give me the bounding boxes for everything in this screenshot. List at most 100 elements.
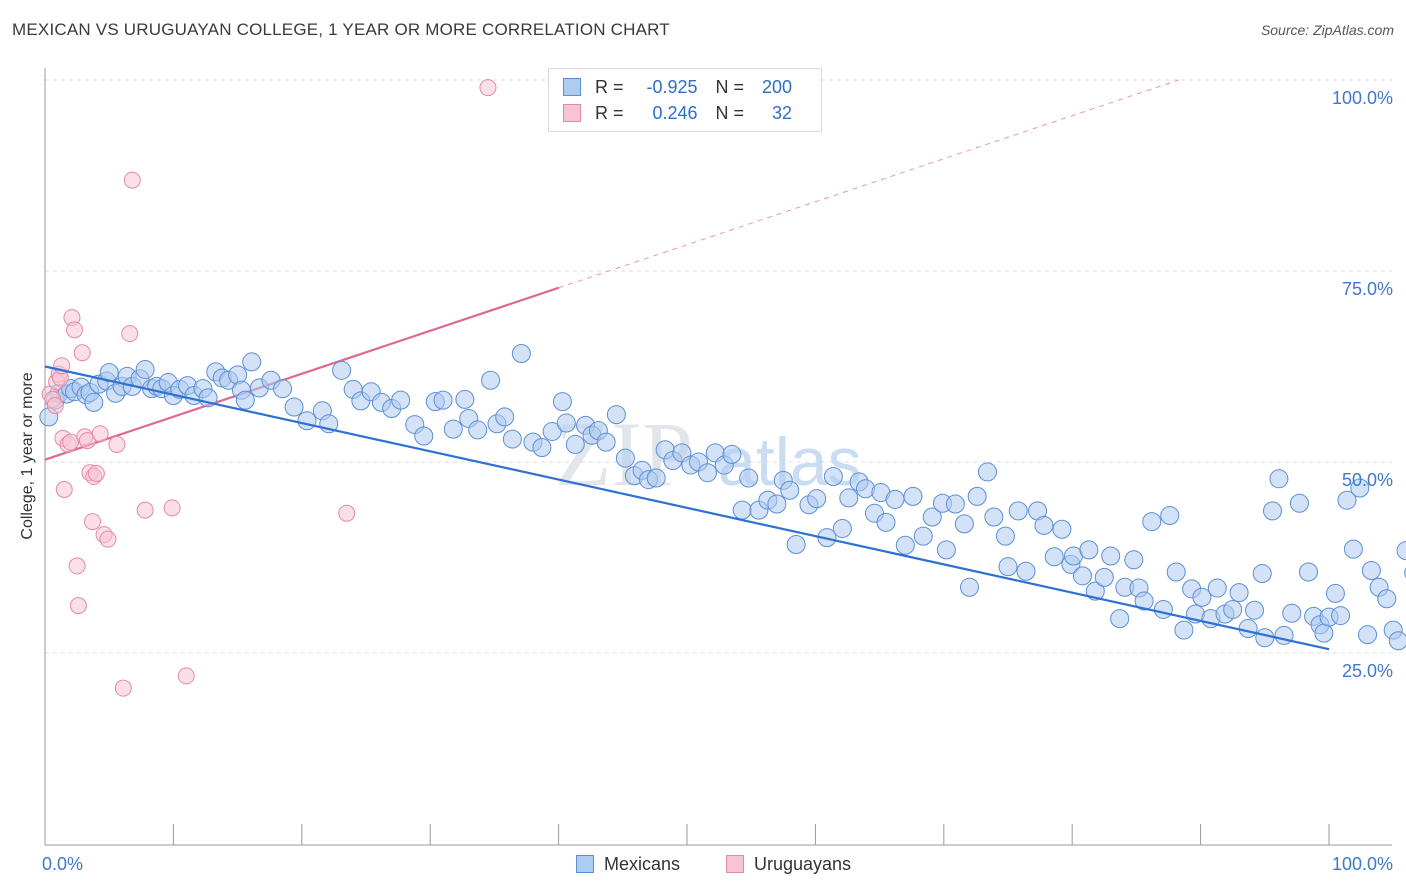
data-point [1388, 631, 1406, 651]
data-point [235, 390, 255, 410]
data-point [807, 489, 827, 509]
data-point [1245, 600, 1265, 620]
data-point [55, 481, 73, 499]
data-point [1034, 515, 1054, 535]
data-point [91, 425, 109, 443]
data-point [1124, 550, 1144, 570]
axes [44, 68, 1392, 846]
data-point [62, 433, 80, 451]
mexicans-points [39, 344, 1406, 651]
data-point [177, 667, 195, 685]
data-point [284, 397, 304, 417]
data-point [895, 535, 915, 555]
data-point [443, 419, 463, 439]
data-point [108, 435, 126, 453]
gridlines [45, 79, 1392, 654]
data-point [1072, 566, 1092, 586]
data-point [414, 426, 434, 446]
data-point [163, 499, 181, 517]
legend-n-value: 32 [772, 102, 793, 123]
data-point [1160, 505, 1180, 525]
data-point [46, 396, 64, 414]
legend-r-value: 0.246 [652, 102, 698, 123]
data-point [565, 434, 585, 454]
data-point [995, 526, 1015, 546]
data-point [722, 444, 742, 464]
data-point [823, 467, 843, 487]
data-point [1229, 583, 1249, 603]
data-point [959, 577, 979, 597]
data-point [984, 507, 1004, 527]
data-point [73, 344, 91, 362]
data-point [84, 392, 104, 412]
data-point [84, 513, 102, 531]
x-tick-label-end: 100.0% [1332, 854, 1393, 874]
data-point [936, 540, 956, 560]
tick-labels: 25.0% 50.0% 75.0% 100.0% 0.0% 100.0% [42, 88, 1393, 874]
data-point [114, 679, 132, 697]
data-point [552, 392, 572, 412]
data-point [786, 535, 806, 555]
data-point [1263, 501, 1283, 521]
mexicans-trend-line [44, 365, 1330, 651]
data-point [1134, 591, 1154, 611]
data-point [68, 557, 86, 575]
data-point [1110, 609, 1130, 629]
data-point [1094, 567, 1114, 587]
data-point [99, 530, 117, 548]
data-point [922, 507, 942, 527]
data-point [455, 389, 475, 409]
uruguayans-trend-line [44, 286, 559, 461]
data-point [1396, 541, 1406, 561]
data-point [1016, 561, 1036, 581]
uruguayans-trendline [44, 79, 1179, 461]
legend-row-uruguayans: R = 0.246 N = 32 [563, 100, 792, 126]
data-point [615, 448, 635, 468]
data-point [739, 468, 759, 488]
data-point [1153, 599, 1173, 619]
pink-swatch [726, 855, 744, 873]
data-point [468, 420, 488, 440]
data-point [967, 486, 987, 506]
data-point [1289, 493, 1309, 513]
blue-swatch [563, 78, 581, 96]
data-point [954, 514, 974, 534]
data-point [1079, 540, 1099, 560]
data-point [606, 405, 626, 425]
data-point [1207, 578, 1227, 598]
data-point [1238, 619, 1258, 639]
data-point [479, 79, 497, 97]
data-point [1255, 628, 1275, 648]
data-point [338, 504, 356, 522]
data-point [1358, 625, 1378, 645]
legend-mexicans-label: Mexicans [604, 853, 681, 874]
legend-n-value: 200 [761, 76, 793, 97]
chart-source: Source: ZipAtlas.com [1260, 22, 1394, 38]
data-point [556, 413, 576, 433]
data-point [511, 344, 531, 364]
data-point [596, 432, 616, 452]
data-point [532, 437, 552, 457]
data-point [1325, 583, 1345, 603]
data-point [945, 494, 965, 514]
data-point [646, 468, 666, 488]
data-point [732, 500, 752, 520]
data-point [839, 488, 859, 508]
legend-r-value: -0.925 [646, 76, 698, 97]
data-point [495, 407, 515, 427]
data-point [1350, 478, 1370, 498]
data-point [1377, 589, 1397, 609]
data-point [1298, 562, 1318, 582]
data-point [69, 597, 87, 615]
bottom-legend-mexicans: Mexicans [576, 852, 680, 876]
data-point [1008, 501, 1028, 521]
data-point [542, 421, 562, 441]
data-point [1101, 546, 1121, 566]
data-point [1361, 560, 1381, 580]
data-point [1166, 562, 1186, 582]
blue-swatch [576, 855, 594, 873]
data-point [780, 480, 800, 500]
data-point [767, 494, 787, 514]
data-point [502, 429, 522, 449]
y-tick-label: 25.0% [1342, 661, 1393, 681]
